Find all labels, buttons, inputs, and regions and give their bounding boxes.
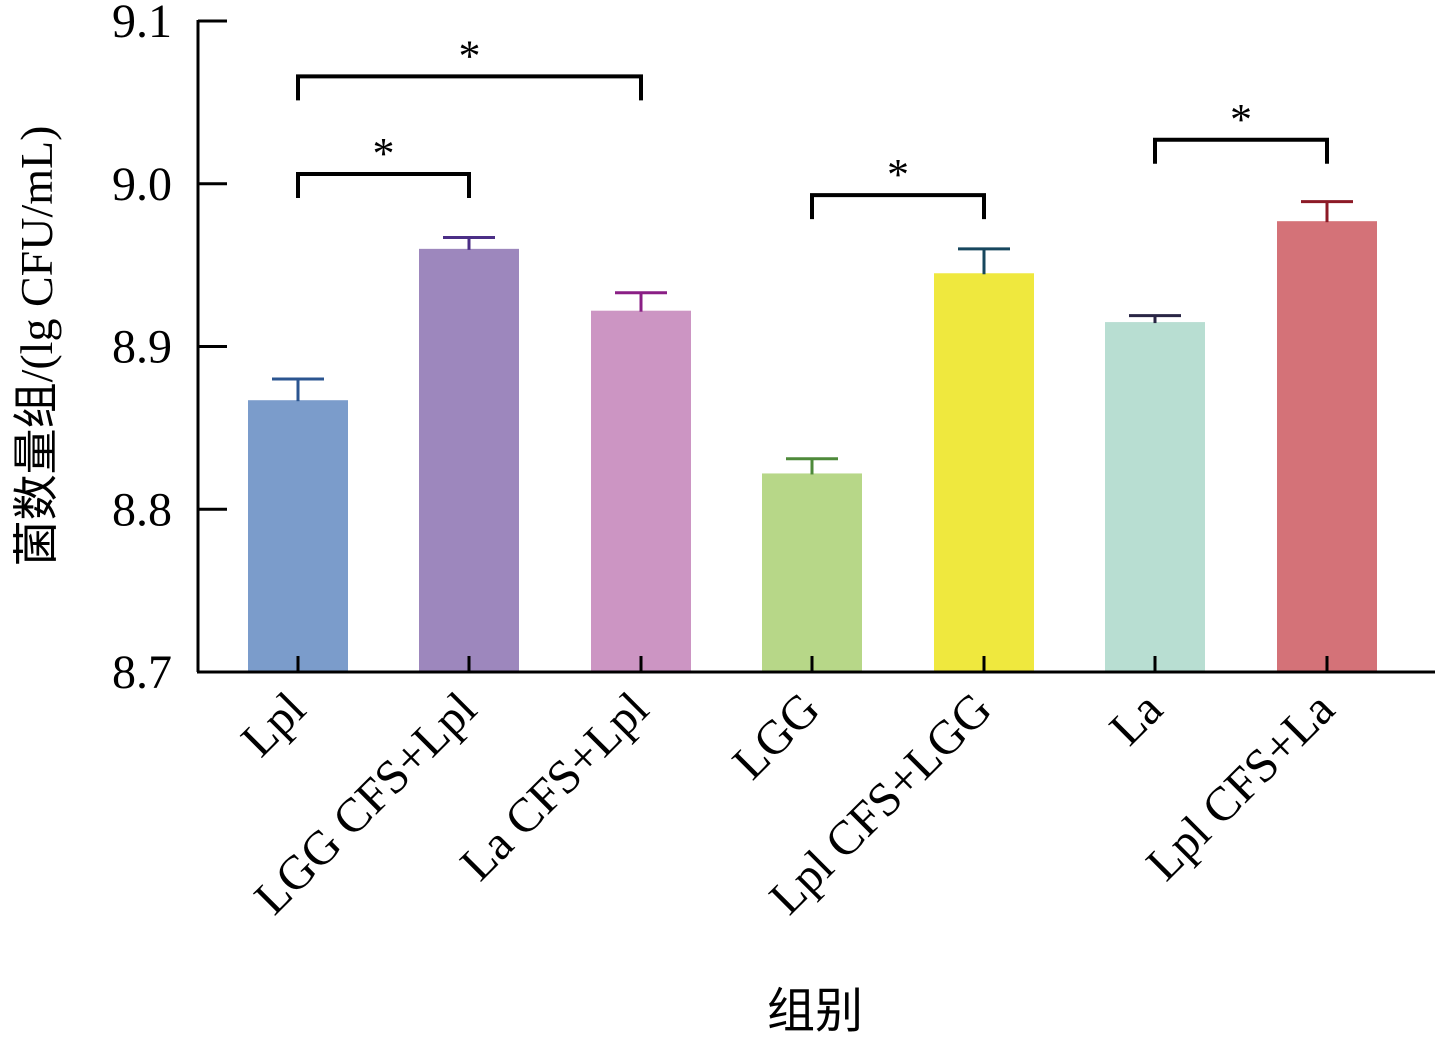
significance-star: * — [887, 150, 909, 199]
bar-1 — [419, 248, 519, 672]
bar-0 — [248, 400, 348, 672]
bracket-line — [810, 193, 986, 220]
x-tick-label: La CFS+Lpl — [450, 682, 658, 890]
y-tick-label: 9.1 — [112, 0, 172, 48]
bracket-line — [1153, 137, 1329, 164]
bar-3 — [762, 473, 862, 672]
bars-layer — [248, 221, 1377, 672]
bar-2 — [591, 310, 691, 672]
error-bars-layer — [272, 200, 1353, 475]
significance-layer: * * * * — [296, 31, 1329, 220]
significance-bracket: * — [296, 129, 471, 198]
y-tick-label: 8.7 — [112, 646, 172, 699]
x-tick-label: La — [1100, 682, 1173, 755]
y-tick-label: 8.8 — [112, 483, 172, 536]
bar-6 — [1277, 221, 1377, 672]
significance-star: * — [373, 129, 395, 178]
y-axis-label: 菌数量组/(lg CFU/mL) — [11, 126, 62, 567]
significance-star: * — [459, 31, 481, 80]
x-axis-label: 组别 — [767, 985, 863, 1037]
x-tick-label: Lpl — [231, 682, 316, 767]
x-tick-label: Lpl CFS+La — [1136, 682, 1344, 890]
bar-4 — [934, 273, 1034, 672]
significance-star: * — [1230, 95, 1252, 144]
y-tick-label: 9.0 — [112, 158, 172, 211]
bar-5 — [1105, 322, 1205, 672]
y-tick-label: 8.9 — [112, 321, 172, 374]
significance-bracket: * — [1153, 95, 1329, 164]
bracket-line — [296, 171, 471, 198]
bracket-line — [296, 74, 643, 101]
significance-bracket: * — [296, 31, 643, 101]
x-tick-label: LGG — [723, 682, 830, 789]
significance-bracket: * — [810, 150, 986, 220]
y-ticks-layer: 8.7 8.8 8.9 9.0 9.1 — [112, 0, 227, 699]
